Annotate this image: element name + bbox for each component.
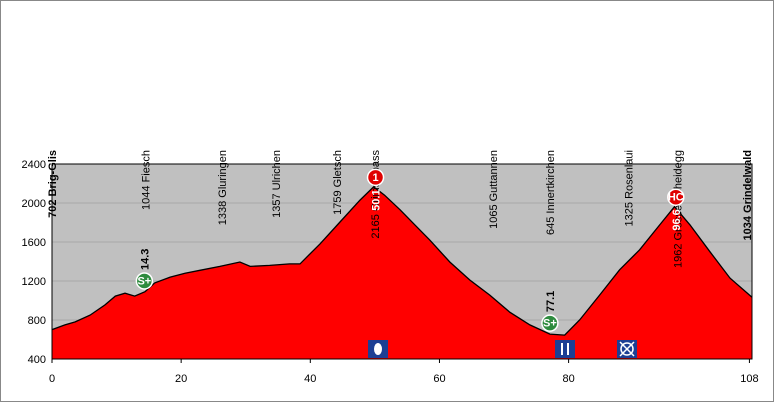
marker-km-label: 14.3 [139,249,151,270]
icon-zone-cross [619,341,635,357]
x-tick-label: 40 [304,373,316,385]
marker-badge [667,188,685,206]
service-icons [368,340,637,358]
marker-badge [541,314,559,332]
waypoint-label: 1065 Guttannen [488,150,500,229]
marker-km-label: 96.6 [671,209,683,230]
x-tick-label: 80 [562,373,574,385]
elevation-area [52,186,752,359]
y-tick-label: 400 [28,354,46,366]
marker-km-label: 77.1 [545,291,557,312]
marker-badge [135,272,154,290]
plot-frame [51,163,753,360]
marker-symbol: 1 [372,172,378,184]
waypoint-label: 1759 Gletsch [332,150,344,215]
waypoint-label: 645 Innertkirchen [545,150,557,235]
waypoint-label: 702 Brig-Glis [47,150,59,218]
icon-feed-symbol [374,343,382,355]
waypoint-label: 1962 Grosse Scheidegg [673,150,685,268]
marker-symbol: S+ [543,318,557,330]
y-tick-label: 1600 [22,237,46,249]
waypoint-label: 1325 Rosenlaui [624,150,636,226]
x-tick-label: 0 [49,373,55,385]
icon-food [555,340,575,358]
icon-zone-symbol [620,342,634,356]
waypoint-label: 1338 Gluringen [217,150,229,225]
y-tick-label: 2000 [22,198,46,210]
marker-symbol: S+ [137,275,151,287]
y-tick-label: 800 [28,315,46,327]
plot-area: 400 800 1200 1600 2000 2400 0 20 40 60 80 108 702 Br… [22,150,759,385]
marker-badge [366,168,385,187]
elevation-line [51,186,753,336]
marker-symbol: HC [668,192,684,204]
waypoint-label: 1034 Grindelwald [742,150,754,240]
marker-km-label: 50.1 [371,189,383,210]
x-tick-label: 60 [433,373,445,385]
y-tick-label: 2400 [22,159,46,171]
x-tick-label: 20 [175,373,187,385]
y-tick-label: 1200 [22,276,46,288]
waypoint-label: 1357 Ulrichen [271,150,283,218]
x-tick-label: 108 [740,373,758,385]
waypoint-label: 1044 Fiesch [141,150,153,210]
